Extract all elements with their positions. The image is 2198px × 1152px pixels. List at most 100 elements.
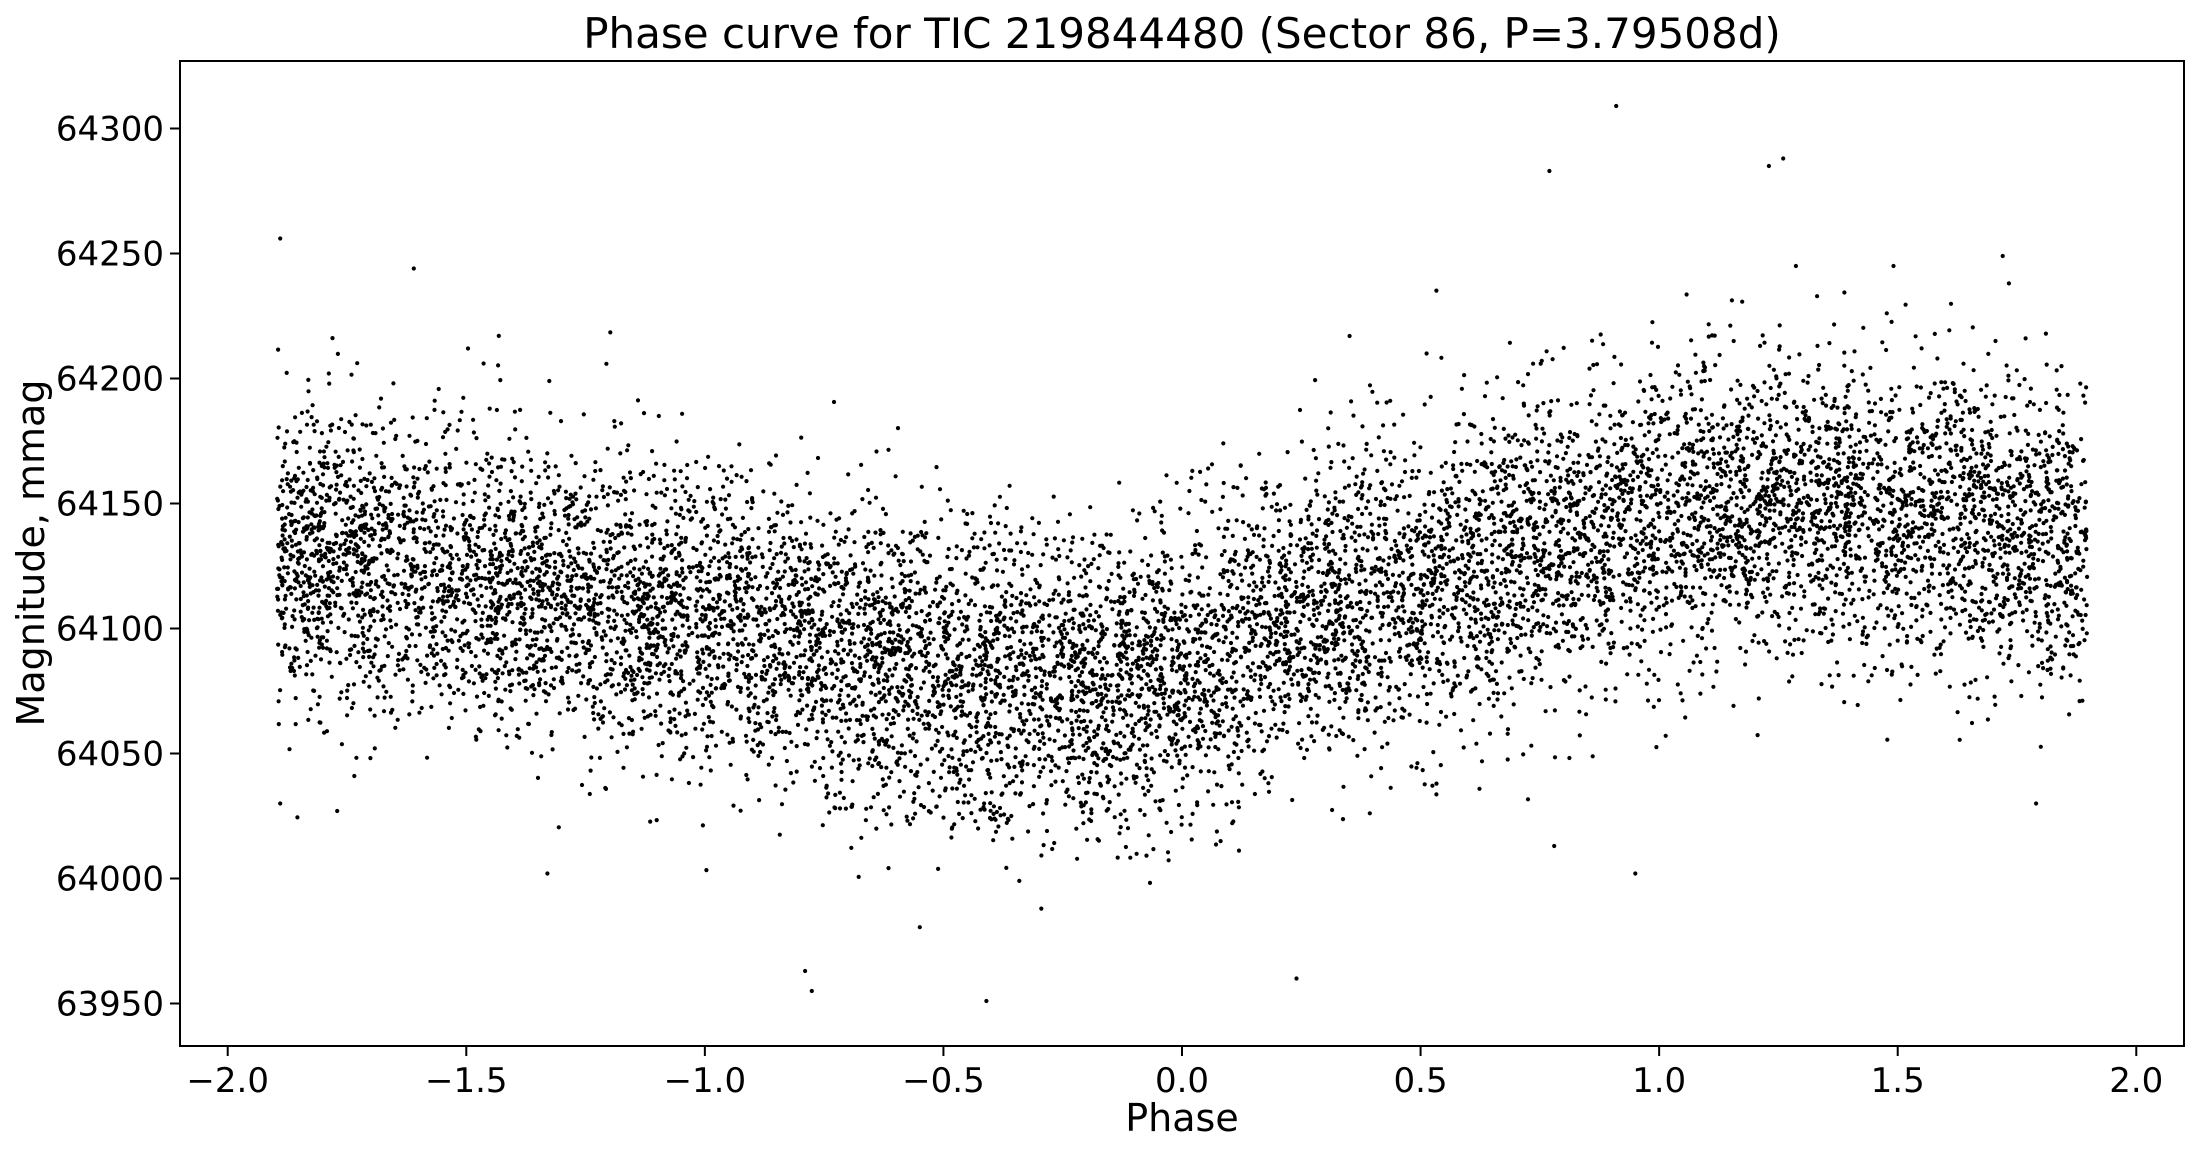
- data-point: [833, 806, 838, 811]
- data-point: [637, 646, 642, 651]
- data-point: [1622, 509, 1628, 515]
- data-point: [1732, 523, 1738, 528]
- data-point: [1266, 789, 1272, 794]
- data-point: [1133, 721, 1138, 727]
- data-point: [1306, 689, 1312, 694]
- data-point: [1841, 451, 1846, 456]
- data-point: [1028, 587, 1033, 592]
- data-point: [440, 546, 445, 552]
- data-point: [346, 683, 351, 688]
- data-point: [1385, 675, 1390, 680]
- data-point: [1720, 544, 1725, 549]
- data-point: [1978, 636, 1983, 641]
- data-point: [1743, 649, 1749, 654]
- data-point: [1187, 663, 1192, 668]
- data-point: [1280, 555, 1285, 560]
- data-point: [862, 673, 867, 678]
- data-point: [364, 484, 369, 489]
- data-point: [1664, 516, 1670, 521]
- data-point: [282, 579, 287, 584]
- data-point: [1664, 585, 1669, 590]
- data-point: [1944, 441, 1949, 446]
- data-point: [453, 629, 458, 634]
- data-point: [1963, 546, 1968, 551]
- data-point: [1785, 558, 1790, 563]
- data-point: [280, 478, 285, 483]
- data-point: [467, 543, 472, 548]
- data-point: [473, 462, 478, 467]
- data-point: [463, 531, 468, 536]
- data-point: [1329, 520, 1334, 526]
- data-point: [1441, 640, 1446, 645]
- data-point: [1104, 660, 1109, 665]
- data-point: [683, 714, 688, 719]
- data-point: [1117, 707, 1123, 712]
- data-point: [1019, 780, 1025, 785]
- data-point: [673, 498, 678, 503]
- data-point: [1492, 628, 1497, 633]
- data-point: [1795, 417, 1800, 422]
- data-point: [848, 701, 853, 706]
- data-point: [688, 493, 693, 498]
- data-point: [1555, 398, 1561, 403]
- data-point: [1190, 811, 1195, 817]
- data-point: [747, 672, 752, 678]
- data-point: [1777, 347, 1782, 352]
- data-point: [473, 542, 478, 547]
- data-point: [628, 678, 634, 683]
- data-point: [875, 590, 880, 595]
- data-point: [386, 641, 391, 646]
- data-point: [1747, 488, 1752, 493]
- data-point: [2016, 586, 2021, 591]
- data-point: [1162, 554, 1167, 559]
- data-point: [1628, 473, 1633, 478]
- data-point: [2033, 614, 2038, 619]
- data-point: [456, 638, 461, 643]
- data-point: [1932, 468, 1938, 473]
- data-point: [1268, 635, 1273, 640]
- data-point: [1541, 524, 1546, 529]
- data-point: [1561, 345, 1566, 350]
- data-point: [1613, 474, 1618, 479]
- data-point: [941, 815, 946, 820]
- data-point: [1503, 436, 1508, 441]
- data-point: [1991, 607, 1997, 612]
- data-point: [1257, 533, 1262, 538]
- data-point: [1738, 419, 1743, 424]
- data-point: [311, 422, 316, 427]
- data-point: [739, 474, 744, 479]
- data-point: [2083, 480, 2088, 485]
- data-point: [1314, 720, 1319, 725]
- data-point: [1694, 653, 1699, 658]
- data-point: [939, 517, 944, 522]
- data-point: [1070, 626, 1075, 631]
- data-point: [1170, 667, 1175, 673]
- data-point: [432, 407, 437, 412]
- data-point: [2064, 543, 2069, 548]
- data-point: [1409, 764, 1414, 769]
- data-point: [749, 577, 754, 582]
- data-point: [1917, 591, 1922, 596]
- data-point: [1898, 466, 1903, 472]
- data-point: [723, 506, 729, 511]
- data-point: [1338, 557, 1343, 562]
- data-point: [1786, 503, 1791, 508]
- data-point: [2062, 454, 2067, 459]
- data-point: [1635, 602, 1640, 607]
- data-point: [1808, 444, 1813, 449]
- data-point: [1653, 536, 1658, 541]
- data-point: [523, 515, 528, 521]
- data-point: [756, 545, 761, 550]
- data-point: [1307, 503, 1313, 508]
- data-point: [1078, 629, 1083, 635]
- data-point: [520, 565, 525, 570]
- data-point: [852, 653, 858, 658]
- data-point: [2024, 595, 2029, 600]
- data-point: [566, 516, 571, 521]
- data-point: [1012, 764, 1017, 770]
- data-point: [1070, 535, 1076, 540]
- data-point: [746, 706, 751, 711]
- data-point: [679, 733, 684, 738]
- data-point: [907, 604, 912, 609]
- data-point: [1471, 590, 1476, 595]
